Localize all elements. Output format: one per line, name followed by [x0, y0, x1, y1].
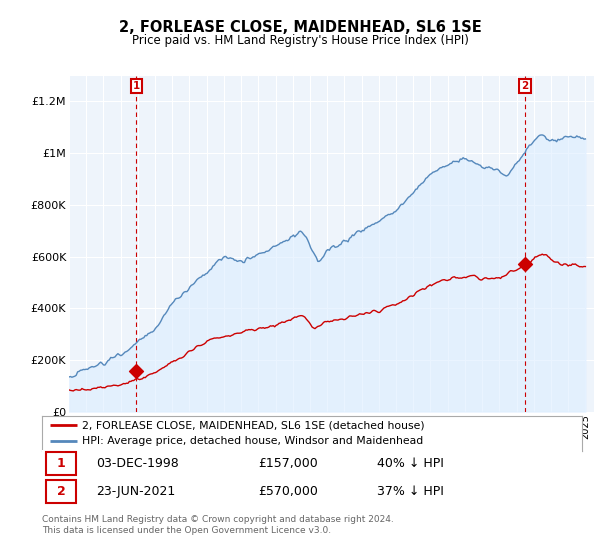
- Text: 2: 2: [56, 485, 65, 498]
- FancyBboxPatch shape: [46, 480, 76, 503]
- Text: 2: 2: [521, 81, 529, 91]
- Text: 2, FORLEASE CLOSE, MAIDENHEAD, SL6 1SE (detached house): 2, FORLEASE CLOSE, MAIDENHEAD, SL6 1SE (…: [83, 421, 425, 431]
- FancyBboxPatch shape: [46, 452, 76, 475]
- Text: 23-JUN-2021: 23-JUN-2021: [96, 485, 175, 498]
- Text: 37% ↓ HPI: 37% ↓ HPI: [377, 485, 443, 498]
- Text: 03-DEC-1998: 03-DEC-1998: [96, 457, 179, 470]
- Point: [520, 260, 530, 269]
- Point: [131, 367, 141, 376]
- Text: 40% ↓ HPI: 40% ↓ HPI: [377, 457, 443, 470]
- Text: 1: 1: [56, 457, 65, 470]
- Text: Contains HM Land Registry data © Crown copyright and database right 2024.
This d: Contains HM Land Registry data © Crown c…: [42, 515, 394, 535]
- Text: £570,000: £570,000: [258, 485, 318, 498]
- Text: 2, FORLEASE CLOSE, MAIDENHEAD, SL6 1SE: 2, FORLEASE CLOSE, MAIDENHEAD, SL6 1SE: [119, 20, 481, 35]
- Text: 1: 1: [133, 81, 140, 91]
- Text: £157,000: £157,000: [258, 457, 318, 470]
- Text: Price paid vs. HM Land Registry's House Price Index (HPI): Price paid vs. HM Land Registry's House …: [131, 34, 469, 47]
- Text: HPI: Average price, detached house, Windsor and Maidenhead: HPI: Average price, detached house, Wind…: [83, 436, 424, 446]
